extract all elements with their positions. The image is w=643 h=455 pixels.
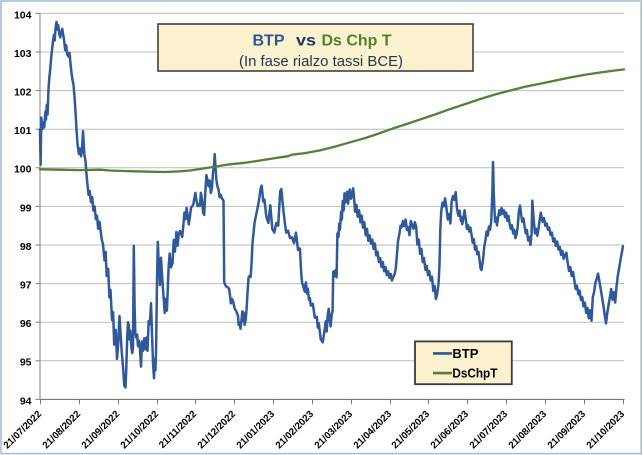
svg-text:98: 98 [20, 241, 32, 253]
svg-text:103: 103 [14, 48, 32, 60]
svg-text:101: 101 [14, 125, 32, 137]
svg-text:BTP: BTP [452, 346, 478, 361]
svg-text:vs: vs [296, 33, 316, 50]
svg-text:94: 94 [20, 395, 32, 407]
svg-text:99: 99 [20, 202, 32, 214]
svg-text:Ds Chp T: Ds Chp T [322, 33, 392, 50]
svg-text:(In fase rialzo tassi BCE): (In fase rialzo tassi BCE) [239, 54, 403, 70]
svg-text:100: 100 [14, 164, 32, 176]
svg-text:96: 96 [20, 318, 32, 330]
svg-text:DsChpT: DsChpT [452, 366, 497, 381]
svg-text:97: 97 [20, 280, 32, 292]
svg-text:102: 102 [14, 87, 32, 99]
svg-text:104: 104 [14, 9, 32, 21]
svg-text:95: 95 [20, 357, 32, 369]
svg-text:BTP: BTP [253, 33, 285, 50]
